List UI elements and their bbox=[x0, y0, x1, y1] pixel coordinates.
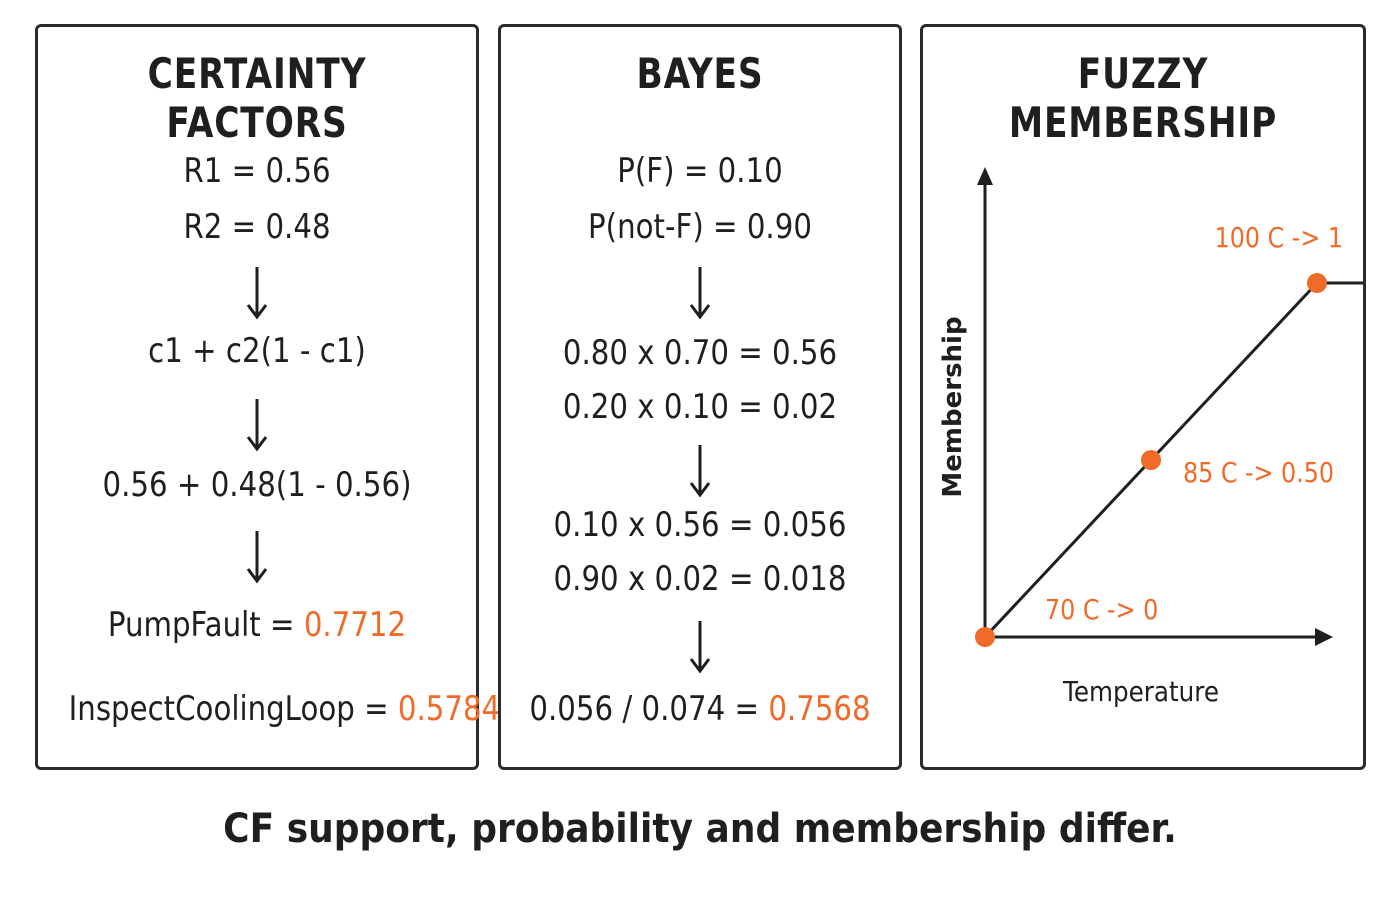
inspect-label: InspectCoolingLoop = bbox=[68, 689, 398, 729]
certainty-factors-panel: CERTAINTY FACTORS R1 = 0.56 R2 = 0.48 c1… bbox=[35, 24, 501, 770]
inspect-value: 0.5784 bbox=[397, 689, 501, 729]
pump-fault-result: PumpFault = 0.7712 bbox=[69, 605, 446, 645]
down-arrow-icon bbox=[246, 531, 268, 584]
y-axis-label: Membership bbox=[938, 316, 968, 497]
inspect-cooling-loop-result: InspectCoolingLoop = 0.5784 bbox=[68, 689, 501, 729]
data-label: 70 C -> 0 bbox=[1045, 594, 1158, 626]
pump-fault-label: PumpFault = bbox=[107, 605, 304, 645]
down-arrow-icon bbox=[689, 267, 711, 320]
data-point bbox=[975, 627, 995, 647]
membership-line bbox=[983, 281, 1363, 639]
bayes-likelihood-1: 0.80 x 0.70 = 0.56 bbox=[562, 333, 838, 373]
fuzzy-membership-panel: FUZZY MEMBERSHIP 70 C -> 0 85 C -> 0.50 10… bbox=[920, 24, 1366, 770]
cf-r1: R1 = 0.56 bbox=[183, 151, 331, 191]
data-label: 100 C -> 1 bbox=[1215, 222, 1343, 254]
bayes-joint-1: 0.10 x 0.56 = 0.056 bbox=[553, 505, 847, 545]
y-axis-arrowhead-icon bbox=[977, 167, 993, 185]
bayes-prior-f: P(F) = 0.10 bbox=[617, 151, 783, 191]
bayes-likelihood-2: 0.20 x 0.10 = 0.02 bbox=[562, 387, 838, 427]
cf-title: CERTAINTY FACTORS bbox=[147, 49, 367, 147]
posterior-value: 0.7568 bbox=[768, 689, 871, 729]
cf-r2: R2 = 0.48 bbox=[183, 207, 331, 247]
down-arrow-icon bbox=[246, 267, 268, 320]
x-axis-label: Temperature bbox=[1062, 677, 1219, 709]
cf-substitution: 0.56 + 0.48(1 - 0.56) bbox=[102, 465, 412, 505]
cf-formula: c1 + c2(1 - c1) bbox=[148, 331, 366, 371]
caption: CF support, probability and membership d… bbox=[223, 806, 1177, 852]
bayes-prior-not-f: P(not-F) = 0.90 bbox=[588, 207, 812, 247]
down-arrow-icon bbox=[689, 621, 711, 674]
data-point bbox=[1141, 450, 1161, 470]
posterior-label: 0.056 / 0.074 = bbox=[529, 689, 769, 729]
x-axis-arrowhead-icon bbox=[1315, 628, 1333, 646]
fuzzy-title: FUZZY MEMBERSHIP bbox=[1008, 49, 1278, 147]
data-point bbox=[1307, 273, 1327, 293]
membership-chart: 70 C -> 0 85 C -> 0.50 100 C -> 1 Temperatu… bbox=[938, 167, 1363, 709]
bayes-joint-2: 0.90 x 0.02 = 0.018 bbox=[553, 559, 847, 599]
bayes-title: BAYES bbox=[636, 49, 764, 98]
down-arrow-icon bbox=[689, 445, 711, 498]
pump-fault-value: 0.7712 bbox=[303, 605, 407, 645]
bayes-panel: BAYES P(F) = 0.10 P(not-F) = 0.90 0.80 x… bbox=[498, 24, 902, 770]
data-label: 85 C -> 0.50 bbox=[1183, 457, 1334, 489]
bayes-posterior: 0.056 / 0.074 = 0.7568 bbox=[529, 689, 871, 729]
down-arrow-icon bbox=[246, 399, 268, 452]
